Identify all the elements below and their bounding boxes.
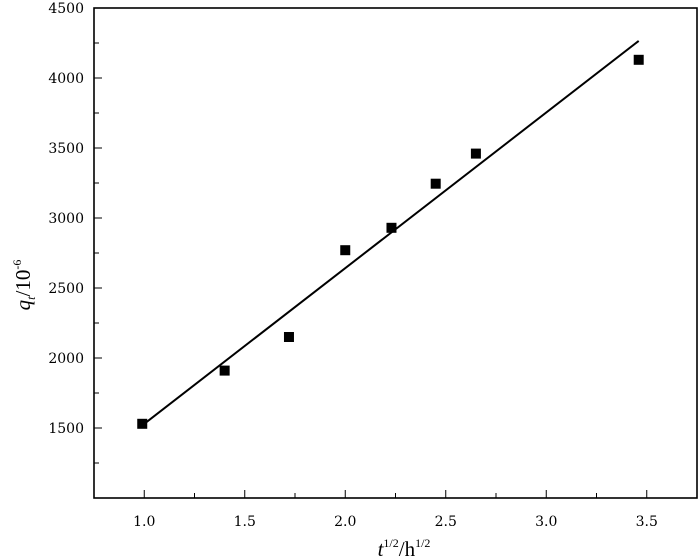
data-point (283, 332, 294, 342)
axes (93, 7, 698, 499)
data-point (430, 178, 441, 189)
y-tick-label: 1500 (48, 421, 84, 437)
data-points (137, 54, 644, 429)
data-point (386, 222, 397, 233)
y-tick-label: 4000 (48, 71, 84, 87)
data-point (633, 54, 644, 65)
y-tick-label: 3500 (48, 141, 84, 157)
x-tick-label: 1.5 (234, 514, 256, 530)
data-point (137, 418, 148, 429)
data-point (470, 148, 481, 159)
y-tick-label: 4500 (48, 1, 84, 17)
y-tick-label: 3000 (48, 211, 84, 227)
x-tick-label: 3.0 (535, 514, 557, 530)
y-tick-label: 2000 (48, 351, 84, 367)
x-tick-label: 3.5 (636, 514, 658, 530)
x-tick-label: 1.0 (133, 514, 155, 530)
x-tick-label: 2.0 (334, 514, 356, 530)
x-axis-title: t1/2/h1/2 (378, 536, 431, 560)
ticks: 1.0 1.5 2.0 2.5 3.0 3.5 1500 2000 2500 3000 3500 40… (48, 1, 658, 530)
y-tick-label: 2500 (48, 281, 84, 297)
data-point (219, 365, 230, 376)
plot-frame (93, 7, 698, 499)
x-tick-label: 2.5 (435, 514, 457, 530)
y-axis-title: qt/10-6 (10, 260, 38, 311)
data-point (340, 245, 351, 256)
